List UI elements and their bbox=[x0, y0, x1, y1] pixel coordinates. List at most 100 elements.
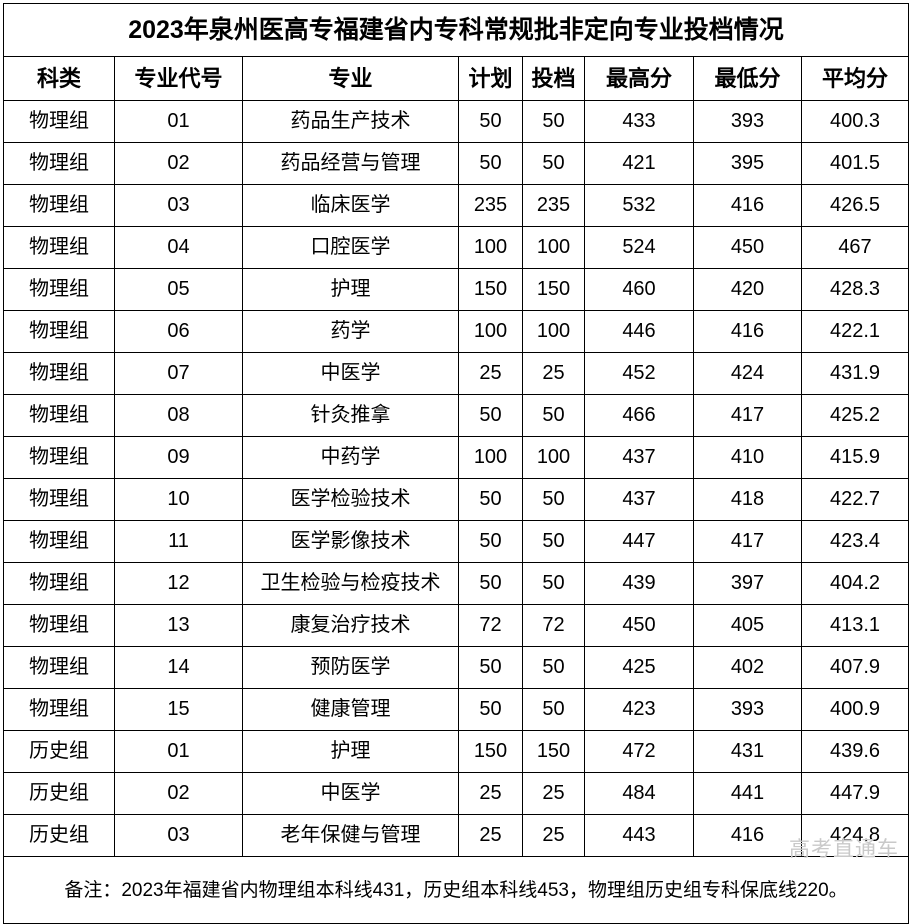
cell-major: 卫生检验与检疫技术 bbox=[242, 562, 459, 605]
table-row: 物理组 05 护理 150 150 460 420 428.3 bbox=[3, 268, 909, 311]
cell-low: 395 bbox=[693, 142, 802, 185]
cell-avg: 439.6 bbox=[801, 730, 909, 773]
cell-major: 临床医学 bbox=[242, 184, 459, 227]
table-note-row: 备注：2023年福建省内物理组本科线431，历史组本科线453，物理组历史组专科… bbox=[3, 856, 909, 924]
table-row: 历史组 02 中医学 25 25 484 441 447.9 bbox=[3, 772, 909, 815]
cell-code: 08 bbox=[114, 394, 243, 437]
cell-avg: 404.2 bbox=[801, 562, 909, 605]
cell-plan: 25 bbox=[458, 772, 523, 815]
cell-high: 532 bbox=[584, 184, 694, 227]
cell-plan: 100 bbox=[458, 226, 523, 269]
cell-filed: 25 bbox=[522, 352, 585, 395]
table-header-row: 科类 专业代号 专业 计划 投档 最高分 最低分 平均分 bbox=[3, 56, 909, 101]
cell-filed: 25 bbox=[522, 772, 585, 815]
table-row: 物理组 06 药学 100 100 446 416 422.1 bbox=[3, 310, 909, 353]
table-row: 物理组 14 预防医学 50 50 425 402 407.9 bbox=[3, 646, 909, 689]
cell-low: 416 bbox=[693, 814, 802, 857]
cell-major: 医学检验技术 bbox=[242, 478, 459, 521]
table-row: 物理组 04 口腔医学 100 100 524 450 467 bbox=[3, 226, 909, 269]
column-header-avg: 平均分 bbox=[801, 56, 909, 101]
cell-high: 443 bbox=[584, 814, 694, 857]
cell-low: 424 bbox=[693, 352, 802, 395]
table-head: 2023年泉州医高专福建省内专科常规批非定向专业投档情况 科类 专业代号 专业 … bbox=[3, 3, 909, 101]
cell-low: 416 bbox=[693, 310, 802, 353]
cell-group: 物理组 bbox=[3, 562, 115, 605]
cell-major: 中医学 bbox=[242, 772, 459, 815]
cell-group: 物理组 bbox=[3, 394, 115, 437]
cell-filed: 72 bbox=[522, 604, 585, 647]
cell-high: 425 bbox=[584, 646, 694, 689]
cell-plan: 50 bbox=[458, 100, 523, 143]
cell-plan: 50 bbox=[458, 562, 523, 605]
cell-plan: 100 bbox=[458, 310, 523, 353]
column-header-high: 最高分 bbox=[584, 56, 694, 101]
cell-filed: 100 bbox=[522, 226, 585, 269]
cell-code: 11 bbox=[114, 520, 243, 563]
cell-code: 03 bbox=[114, 184, 243, 227]
cell-plan: 50 bbox=[458, 688, 523, 731]
cell-avg: 422.1 bbox=[801, 310, 909, 353]
cell-low: 420 bbox=[693, 268, 802, 311]
cell-plan: 50 bbox=[458, 142, 523, 185]
cell-code: 04 bbox=[114, 226, 243, 269]
page-title: 2023年泉州医高专福建省内专科常规批非定向专业投档情况 bbox=[3, 3, 909, 57]
cell-avg: 407.9 bbox=[801, 646, 909, 689]
cell-filed: 150 bbox=[522, 268, 585, 311]
cell-plan: 25 bbox=[458, 352, 523, 395]
cell-avg: 413.1 bbox=[801, 604, 909, 647]
cell-group: 物理组 bbox=[3, 100, 115, 143]
cell-code: 13 bbox=[114, 604, 243, 647]
cell-low: 397 bbox=[693, 562, 802, 605]
cell-code: 09 bbox=[114, 436, 243, 479]
cell-group: 物理组 bbox=[3, 604, 115, 647]
cell-avg: 415.9 bbox=[801, 436, 909, 479]
column-header-plan: 计划 bbox=[458, 56, 523, 101]
cell-major: 老年保健与管理 bbox=[242, 814, 459, 857]
cell-filed: 50 bbox=[522, 100, 585, 143]
cell-high: 433 bbox=[584, 100, 694, 143]
cell-filed: 50 bbox=[522, 142, 585, 185]
cell-group: 物理组 bbox=[3, 142, 115, 185]
cell-low: 393 bbox=[693, 688, 802, 731]
cell-plan: 50 bbox=[458, 478, 523, 521]
table-row: 物理组 08 针灸推拿 50 50 466 417 425.2 bbox=[3, 394, 909, 437]
cell-plan: 50 bbox=[458, 520, 523, 563]
cell-group: 物理组 bbox=[3, 688, 115, 731]
cell-low: 417 bbox=[693, 394, 802, 437]
cell-major: 中医学 bbox=[242, 352, 459, 395]
cell-group: 物理组 bbox=[3, 310, 115, 353]
column-header-low: 最低分 bbox=[693, 56, 802, 101]
cell-high: 472 bbox=[584, 730, 694, 773]
cell-filed: 50 bbox=[522, 394, 585, 437]
cell-plan: 72 bbox=[458, 604, 523, 647]
cell-group: 物理组 bbox=[3, 436, 115, 479]
cell-major: 医学影像技术 bbox=[242, 520, 459, 563]
cell-avg: 401.5 bbox=[801, 142, 909, 185]
cell-high: 460 bbox=[584, 268, 694, 311]
table-row: 物理组 07 中医学 25 25 452 424 431.9 bbox=[3, 352, 909, 395]
table-row: 物理组 09 中药学 100 100 437 410 415.9 bbox=[3, 436, 909, 479]
cell-major: 健康管理 bbox=[242, 688, 459, 731]
cell-high: 452 bbox=[584, 352, 694, 395]
cell-code: 02 bbox=[114, 142, 243, 185]
cell-filed: 150 bbox=[522, 730, 585, 773]
cell-high: 466 bbox=[584, 394, 694, 437]
cell-avg: 428.3 bbox=[801, 268, 909, 311]
cell-major: 口腔医学 bbox=[242, 226, 459, 269]
cell-filed: 50 bbox=[522, 688, 585, 731]
cell-avg: 400.3 bbox=[801, 100, 909, 143]
cell-plan: 235 bbox=[458, 184, 523, 227]
cell-avg: 431.9 bbox=[801, 352, 909, 395]
cell-group: 物理组 bbox=[3, 520, 115, 563]
cell-filed: 100 bbox=[522, 310, 585, 353]
admission-score-table: 2023年泉州医高专福建省内专科常规批非定向专业投档情况 科类 专业代号 专业 … bbox=[3, 3, 909, 924]
cell-filed: 100 bbox=[522, 436, 585, 479]
cell-avg: 424.8 bbox=[801, 814, 909, 857]
cell-avg: 422.7 bbox=[801, 478, 909, 521]
cell-code: 12 bbox=[114, 562, 243, 605]
table-row: 物理组 13 康复治疗技术 72 72 450 405 413.1 bbox=[3, 604, 909, 647]
cell-high: 524 bbox=[584, 226, 694, 269]
cell-plan: 100 bbox=[458, 436, 523, 479]
cell-group: 物理组 bbox=[3, 352, 115, 395]
cell-plan: 50 bbox=[458, 646, 523, 689]
